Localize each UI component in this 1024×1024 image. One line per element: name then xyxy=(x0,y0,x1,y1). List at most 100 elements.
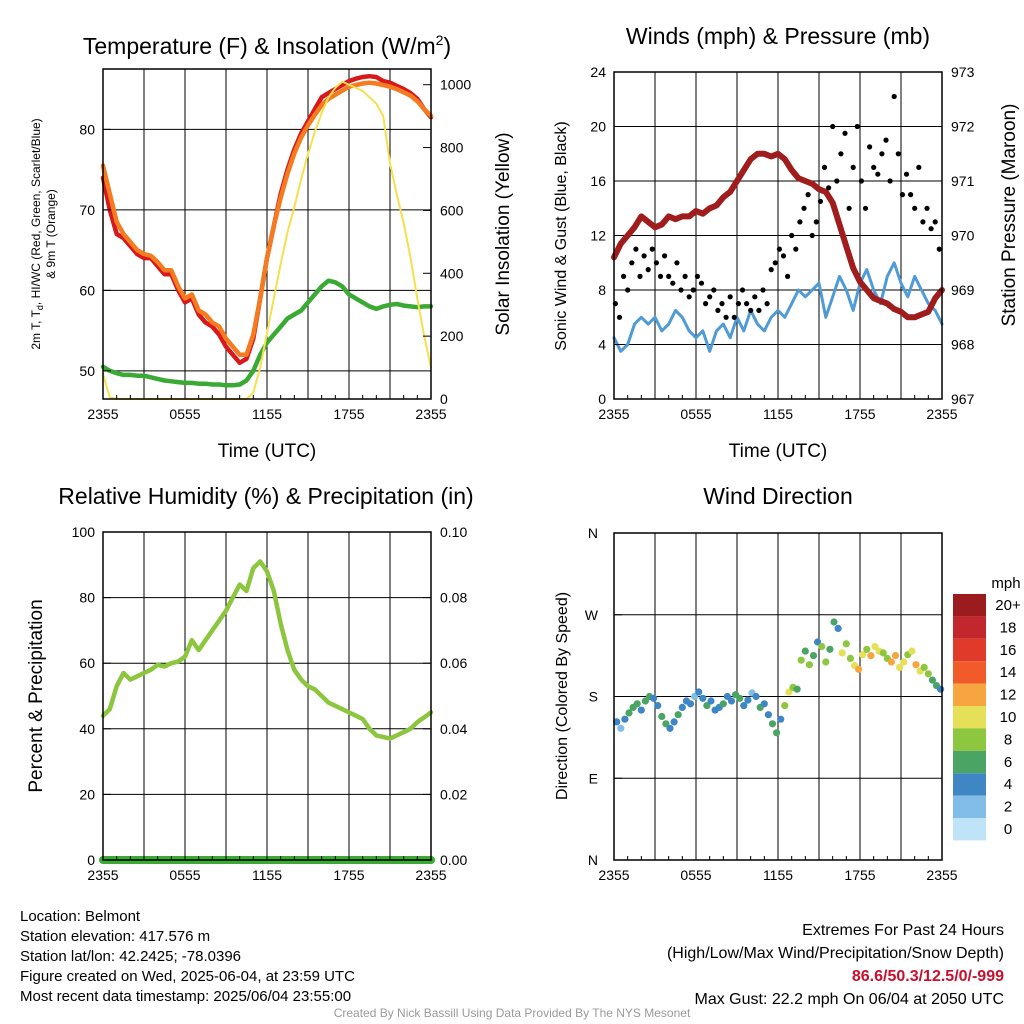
legend-label: 14 xyxy=(1000,664,1017,681)
y-right-tick-label: 0.02 xyxy=(440,786,467,802)
gust-point xyxy=(715,307,721,313)
winds-grid xyxy=(614,72,942,399)
extremes-box: Extremes For Past 24 Hours (High/Low/Max… xyxy=(667,919,1004,1011)
gust-point xyxy=(760,287,766,293)
temperature-ylabel-line1: 2m T, Td, HI/WC (Red, Green, Scarlet/Blu… xyxy=(29,118,45,349)
winds-xlabel: Time (UTC) xyxy=(729,441,828,462)
winds-panel: Winds (mph) & Pressure (mb) 2355 0555 1155… xyxy=(553,23,1020,462)
gust-point xyxy=(809,232,815,239)
x-tick-label: 1755 xyxy=(333,867,364,883)
gust-point xyxy=(748,307,754,313)
gust-point xyxy=(698,280,705,286)
x-tick-label: 1155 xyxy=(763,867,793,883)
direction-point xyxy=(617,724,625,732)
direction-point xyxy=(613,718,621,726)
y-tick-label: E xyxy=(589,770,598,786)
temperature-ylabel-line2: & 9m T (Orange) xyxy=(44,189,58,279)
gust-point xyxy=(883,137,889,143)
y-right-tick-label: 800 xyxy=(440,140,464,156)
direction-point xyxy=(764,711,773,719)
info-recent: Most recent data timestamp: 2025/06/04 2… xyxy=(20,988,352,1005)
direction-point xyxy=(773,729,781,737)
x-tick-label: 2355 xyxy=(926,406,957,422)
y-right-tick-label: 973 xyxy=(951,64,975,80)
direction-point xyxy=(727,697,736,705)
direction-point xyxy=(654,702,662,710)
y-right-tick-label: 969 xyxy=(951,282,975,298)
y-tick-label: W xyxy=(585,607,599,623)
winds-axes: 2355 0555 1155 1755 235504812162024967968969… xyxy=(590,64,974,422)
y-tick-label: 60 xyxy=(79,655,95,671)
gust-point xyxy=(842,130,848,136)
gust-point xyxy=(735,301,742,307)
legend-label: 8 xyxy=(1004,731,1012,748)
gust-point xyxy=(932,219,938,225)
legend-swatch xyxy=(953,818,986,841)
direction-point xyxy=(719,700,727,708)
station-info: Location: Belmont Station elevation: 417… xyxy=(20,907,355,1007)
y-right-tick-label: 400 xyxy=(440,265,464,281)
direction-point xyxy=(674,711,682,719)
temperature-series xyxy=(100,73,434,400)
y-tick-label: 20 xyxy=(79,786,95,802)
series-line-sonic-wind xyxy=(612,261,944,353)
direction-title: Wind Direction xyxy=(703,483,853,509)
direction-point xyxy=(867,652,875,660)
gust-point xyxy=(703,301,709,307)
y-right-tick-label: 971 xyxy=(951,173,975,189)
y-tick-label: 8 xyxy=(598,282,606,298)
gust-point xyxy=(662,253,668,259)
direction-point xyxy=(785,688,793,696)
direction-point xyxy=(740,702,748,710)
series-line-td xyxy=(100,278,434,388)
legend-swatch xyxy=(953,728,986,751)
gust-point xyxy=(879,151,885,157)
direction-point xyxy=(678,703,686,712)
y-tick-label: 12 xyxy=(590,228,606,244)
y-right-tick-label: 967 xyxy=(951,391,975,407)
direction-point xyxy=(781,702,789,710)
extremes-gust: Max Gust: 22.2 mph On 06/04 at 2050 UTC xyxy=(694,991,1005,1008)
series-line-9m-t xyxy=(100,80,434,357)
gust-point xyxy=(916,164,922,170)
gust-point xyxy=(682,273,688,279)
y-right-tick-label: 0.06 xyxy=(440,655,467,671)
direction-point xyxy=(637,706,645,714)
gust-point xyxy=(891,93,897,100)
direction-point xyxy=(707,697,715,705)
direction-point xyxy=(871,642,879,651)
legend-label: 0 xyxy=(1004,821,1012,838)
direction-point xyxy=(801,647,809,655)
gust-point xyxy=(895,151,901,157)
direction-point xyxy=(666,724,674,732)
y-tick-label: 20 xyxy=(590,119,606,135)
direction-point xyxy=(900,658,908,666)
gust-point xyxy=(744,301,750,307)
gust-point xyxy=(862,205,869,211)
direction-point xyxy=(846,654,855,663)
gust-point xyxy=(653,260,660,266)
y-tick-label: 80 xyxy=(79,590,95,606)
temperature-grid xyxy=(103,69,431,399)
direction-point xyxy=(937,685,945,693)
gust-point xyxy=(633,246,639,252)
x-tick-label: 1755 xyxy=(844,406,875,422)
x-tick-label: 0555 xyxy=(169,867,200,883)
direction-point xyxy=(805,661,814,669)
series-line-relative-humidity xyxy=(100,559,434,741)
gust-point xyxy=(846,205,852,211)
temperature-panel: Temperature (F) & Insolation (W/m2) 2355… xyxy=(29,32,514,462)
gust-point xyxy=(928,226,934,232)
gust-point xyxy=(854,123,860,130)
gust-point xyxy=(850,164,856,170)
direction-series xyxy=(613,618,945,737)
direction-point xyxy=(859,651,867,659)
legend-label: 18 xyxy=(1000,619,1017,636)
y-tick-label: 4 xyxy=(598,337,606,353)
winds-title: Winds (mph) & Pressure (mb) xyxy=(626,23,930,49)
y-tick-label: 60 xyxy=(79,282,95,298)
gust-point xyxy=(719,301,725,307)
gust-point xyxy=(756,307,762,313)
series-line-station-pressure xyxy=(611,150,945,321)
gust-point xyxy=(789,232,795,239)
